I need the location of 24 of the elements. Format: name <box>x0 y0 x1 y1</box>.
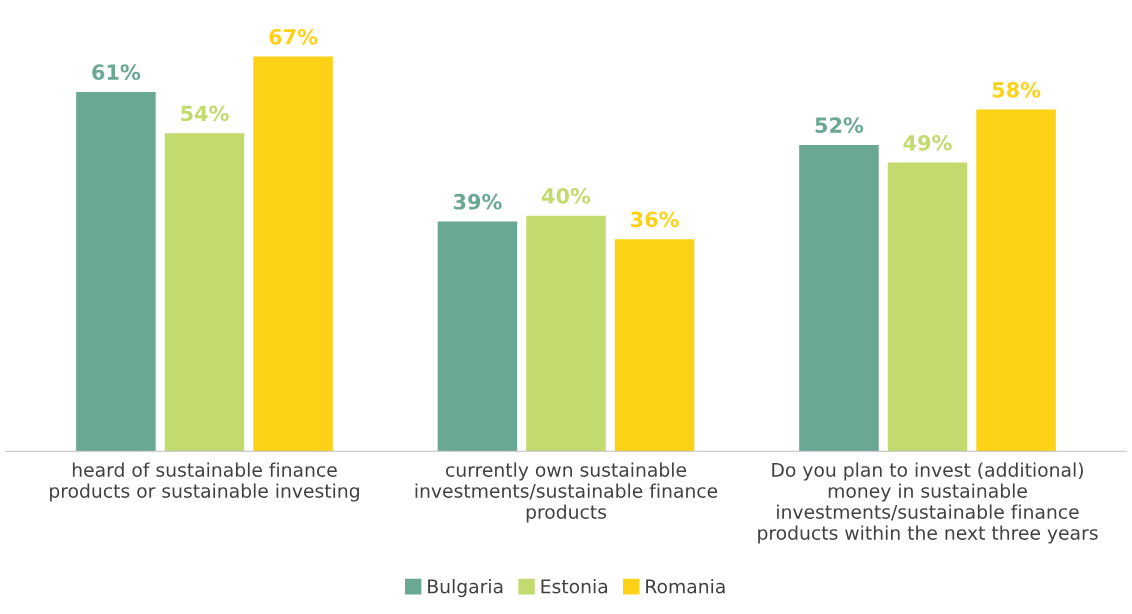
bar <box>887 162 968 452</box>
data-label: 52% <box>815 117 864 134</box>
legend-label: Romania <box>646 578 725 594</box>
x-tick-label: heard of sustainable finance products or sustainable investing <box>50 462 359 502</box>
data-label: 40% <box>542 187 591 204</box>
data-label: 58% <box>992 81 1041 98</box>
data-label: 67% <box>269 28 318 45</box>
x-tick-label: currently own sustainable investments/sustainable finance products <box>415 462 718 523</box>
bar <box>164 133 245 452</box>
bar <box>526 215 606 452</box>
bar <box>76 91 156 452</box>
data-label: 49% <box>903 134 952 151</box>
x-tick-label: Do you plan to invest (additional) money in sustainable investments/sustainable finance products within the next three years <box>758 462 1098 544</box>
data-label: 54% <box>181 105 229 122</box>
bar <box>437 221 518 452</box>
bar <box>976 109 1056 452</box>
bar <box>253 56 333 452</box>
bar <box>614 239 695 452</box>
bar <box>799 144 879 452</box>
data-label: 39% <box>453 193 502 210</box>
data-label: 36% <box>631 211 679 228</box>
legend-label: Bulgaria <box>428 578 503 598</box>
data-label: 61% <box>92 64 141 80</box>
legend-label: Estonia <box>541 578 607 594</box>
